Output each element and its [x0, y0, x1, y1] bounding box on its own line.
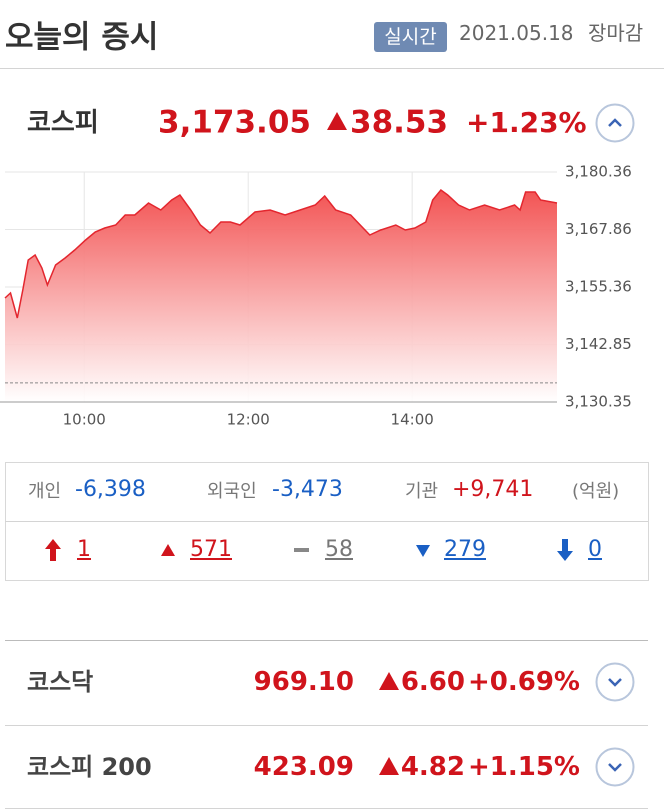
index-change-pct: +1.23%	[466, 106, 587, 139]
up-triangle	[327, 112, 347, 130]
divider	[5, 640, 648, 641]
expand-button[interactable]	[595, 662, 635, 702]
investor-label: 개인	[28, 481, 62, 502]
investor-value: +9,741	[452, 477, 534, 502]
price-line	[4, 188, 558, 319]
expand-button[interactable]	[595, 747, 635, 787]
flat-count[interactable]: 58	[325, 537, 353, 562]
collapse-button[interactable]	[595, 103, 635, 143]
divider	[0, 68, 664, 69]
x-tick-label: 12:00	[227, 411, 270, 429]
chart: 3,130.35 3,142.85 3,155.36 3,167.86 3,180.36…	[0, 163, 632, 429]
investor-label: 기관	[405, 481, 439, 502]
lower-limit-count[interactable]: 0	[588, 537, 602, 562]
rise-icon	[161, 544, 175, 556]
investor-value: -3,473	[272, 477, 343, 502]
lower-limit-icon	[557, 539, 573, 561]
index-change: 38.53	[350, 104, 449, 141]
x-tick-label: 14:00	[391, 411, 434, 429]
date: 2021.05.18	[459, 21, 574, 45]
investor-value: -6,398	[75, 477, 146, 502]
index-name: 코스피 200	[27, 753, 152, 781]
area-fill	[5, 190, 557, 402]
index-change: 6.60	[400, 667, 465, 697]
badge: 실시간	[374, 22, 447, 52]
investor-label: 외국인	[207, 481, 257, 502]
fall-count[interactable]: 279	[444, 537, 486, 562]
divider	[5, 521, 648, 522]
y-tick-label: 3,167.86	[565, 220, 632, 238]
index-change: 4.82	[400, 752, 465, 782]
index-change-pct: +1.15%	[468, 752, 580, 782]
up-triangle	[379, 672, 399, 690]
market-status: 장마감	[588, 21, 644, 45]
up-triangle	[379, 757, 399, 775]
index-value: 969.10	[253, 667, 354, 697]
divider	[5, 808, 648, 809]
upper-limit-count[interactable]: 1	[77, 537, 91, 562]
index-value: 3,173.05	[158, 104, 311, 141]
y-tick-label: 3,130.35	[565, 393, 632, 411]
fall-icon	[416, 545, 430, 557]
unit: (억원)	[572, 481, 620, 502]
flat-icon	[294, 548, 309, 552]
y-tick-label: 3,155.36	[565, 277, 632, 295]
x-tick-label: 10:00	[63, 411, 106, 429]
index-name: 코스닥	[27, 668, 94, 696]
page-title: 오늘의 증시	[5, 19, 159, 56]
index-value: 423.09	[253, 752, 354, 782]
index-change-pct: +0.69%	[468, 667, 580, 697]
y-tick-label: 3,180.36	[565, 163, 632, 181]
divider	[5, 725, 648, 726]
index-name: 코스피	[27, 108, 99, 138]
y-tick-label: 3,142.85	[565, 335, 632, 353]
rise-count[interactable]: 571	[190, 537, 232, 562]
upper-limit-icon	[45, 539, 61, 561]
